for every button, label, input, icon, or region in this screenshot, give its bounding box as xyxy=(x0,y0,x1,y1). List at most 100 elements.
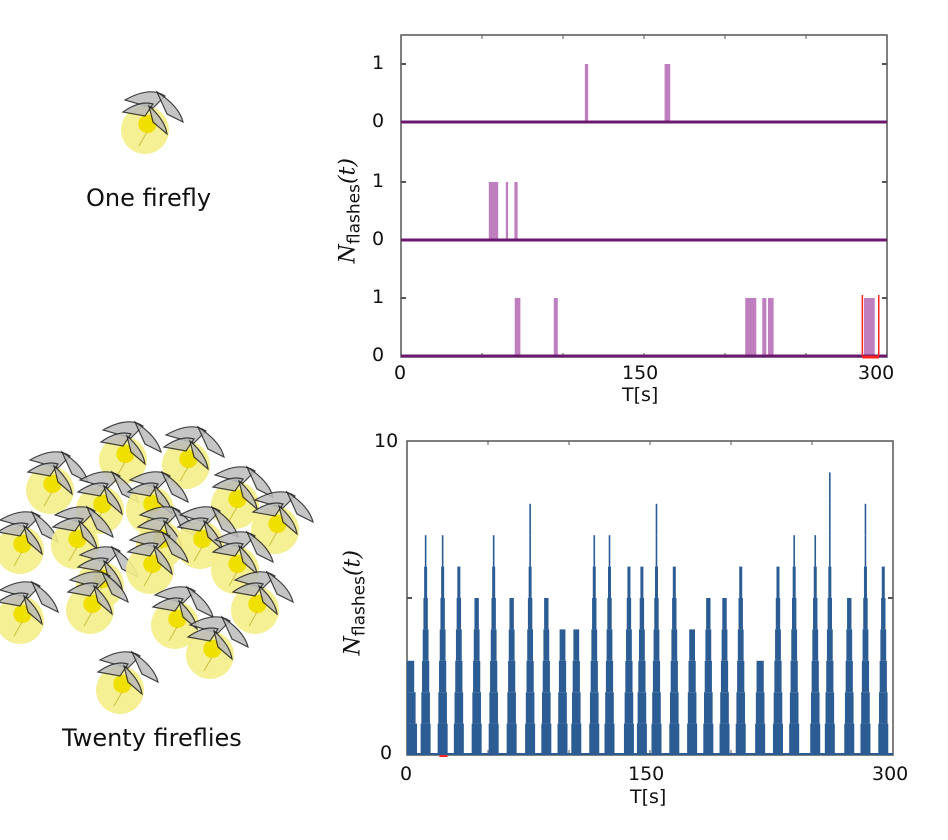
peak-level xyxy=(687,692,697,724)
peak-level xyxy=(527,629,534,661)
flash-peak xyxy=(735,566,746,755)
firefly-wing xyxy=(92,584,113,616)
firefly-leg xyxy=(68,546,78,562)
firefly-wing xyxy=(22,524,43,556)
firefly-wing xyxy=(96,662,129,677)
firefly-icon xyxy=(176,505,239,569)
firefly-leg xyxy=(13,621,23,637)
firefly-wing xyxy=(162,437,195,452)
bottom-ytick-0: 0 xyxy=(380,742,393,764)
firefly-wing xyxy=(186,627,219,642)
top-ylabel: Nflashes(t) xyxy=(335,146,364,276)
flash-pulse xyxy=(505,182,509,240)
flash-peak xyxy=(557,629,568,755)
peak-level xyxy=(652,660,661,693)
peak-level xyxy=(441,566,445,598)
flash-pulse xyxy=(664,64,671,122)
firefly-icon xyxy=(66,570,129,634)
peak-level xyxy=(774,660,782,693)
peak-level xyxy=(706,598,711,630)
peak-level xyxy=(455,629,462,661)
firefly-wing xyxy=(76,482,109,497)
firefly-wing xyxy=(251,502,284,517)
top-ytick-0-a: 0 xyxy=(372,110,385,132)
peak-level xyxy=(625,660,633,693)
peak-level xyxy=(860,723,871,755)
peak-level xyxy=(508,660,516,693)
firefly-leg xyxy=(143,571,153,587)
twenty-fireflies-caption: Twenty fireflies xyxy=(62,724,242,752)
firefly-leg xyxy=(203,656,213,672)
peak-level xyxy=(811,660,819,693)
peak-level xyxy=(473,629,480,661)
peak-level xyxy=(719,723,730,755)
peak-level xyxy=(845,660,853,693)
peak-level xyxy=(826,629,833,661)
firefly-wing xyxy=(164,426,207,444)
firefly-wing xyxy=(211,542,244,557)
peak-level xyxy=(571,723,582,755)
peak-level xyxy=(544,598,549,630)
peak-level xyxy=(755,723,766,755)
peak-level xyxy=(637,692,647,724)
firefly-wing xyxy=(0,511,41,529)
peak-level xyxy=(863,566,867,598)
peak-level xyxy=(607,598,612,630)
peak-level xyxy=(846,629,853,661)
peak-level xyxy=(571,692,581,724)
firefly-wing xyxy=(66,582,99,597)
firefly-icon xyxy=(99,420,162,484)
peak-level xyxy=(704,660,712,693)
top-ytick-1-b: 1 xyxy=(372,170,385,192)
flash-peak xyxy=(669,566,680,755)
firefly-leg xyxy=(228,506,238,522)
top-ytick-1-c: 1 xyxy=(372,286,385,308)
peak-level xyxy=(424,566,428,598)
peak-level xyxy=(407,660,415,693)
ylabel-sub: flashes xyxy=(349,576,370,637)
ylabel-main: N xyxy=(335,244,361,264)
firefly-wing xyxy=(78,546,121,564)
peak-level xyxy=(472,692,481,724)
peak-level xyxy=(844,723,855,755)
peak-level xyxy=(608,535,611,567)
firefly-wing xyxy=(188,616,231,634)
firefly-leg xyxy=(116,461,126,477)
top-ytick-1-a: 1 xyxy=(372,52,385,74)
firefly-wing xyxy=(152,544,173,576)
firefly-wing xyxy=(76,557,109,572)
peak-level xyxy=(573,629,580,661)
peak-level xyxy=(829,503,831,536)
peak-level xyxy=(880,629,887,661)
peak-level xyxy=(559,629,566,661)
peak-level xyxy=(772,723,783,755)
peak-level xyxy=(864,503,867,536)
bottom-ylabel: Nflashes(t) xyxy=(340,538,369,668)
firefly-wing xyxy=(212,629,233,661)
peak-level xyxy=(829,472,831,504)
flash-peak xyxy=(506,598,517,755)
firefly-leg xyxy=(113,691,123,707)
firefly-leg xyxy=(179,466,189,482)
peak-level xyxy=(881,598,886,630)
peak-level xyxy=(623,723,634,755)
peak-level xyxy=(490,660,498,693)
flash-peak xyxy=(703,598,714,755)
peak-level xyxy=(827,598,833,630)
flash-pulse xyxy=(762,298,767,356)
firefly-leg xyxy=(83,611,93,627)
firefly-wing xyxy=(220,615,249,649)
firefly-wing xyxy=(133,420,162,454)
peak-level xyxy=(721,629,728,661)
firefly-wing xyxy=(136,517,169,532)
flash-pulse xyxy=(863,298,875,356)
peak-level xyxy=(543,629,550,661)
peak-level xyxy=(878,692,888,724)
peak-level xyxy=(572,660,580,693)
peak-level xyxy=(525,723,536,755)
firefly-icon xyxy=(162,425,225,489)
peak-level xyxy=(736,692,746,724)
flash-peak xyxy=(651,503,662,755)
peak-level xyxy=(589,692,599,724)
bottom-xtick-0: 0 xyxy=(400,763,413,785)
